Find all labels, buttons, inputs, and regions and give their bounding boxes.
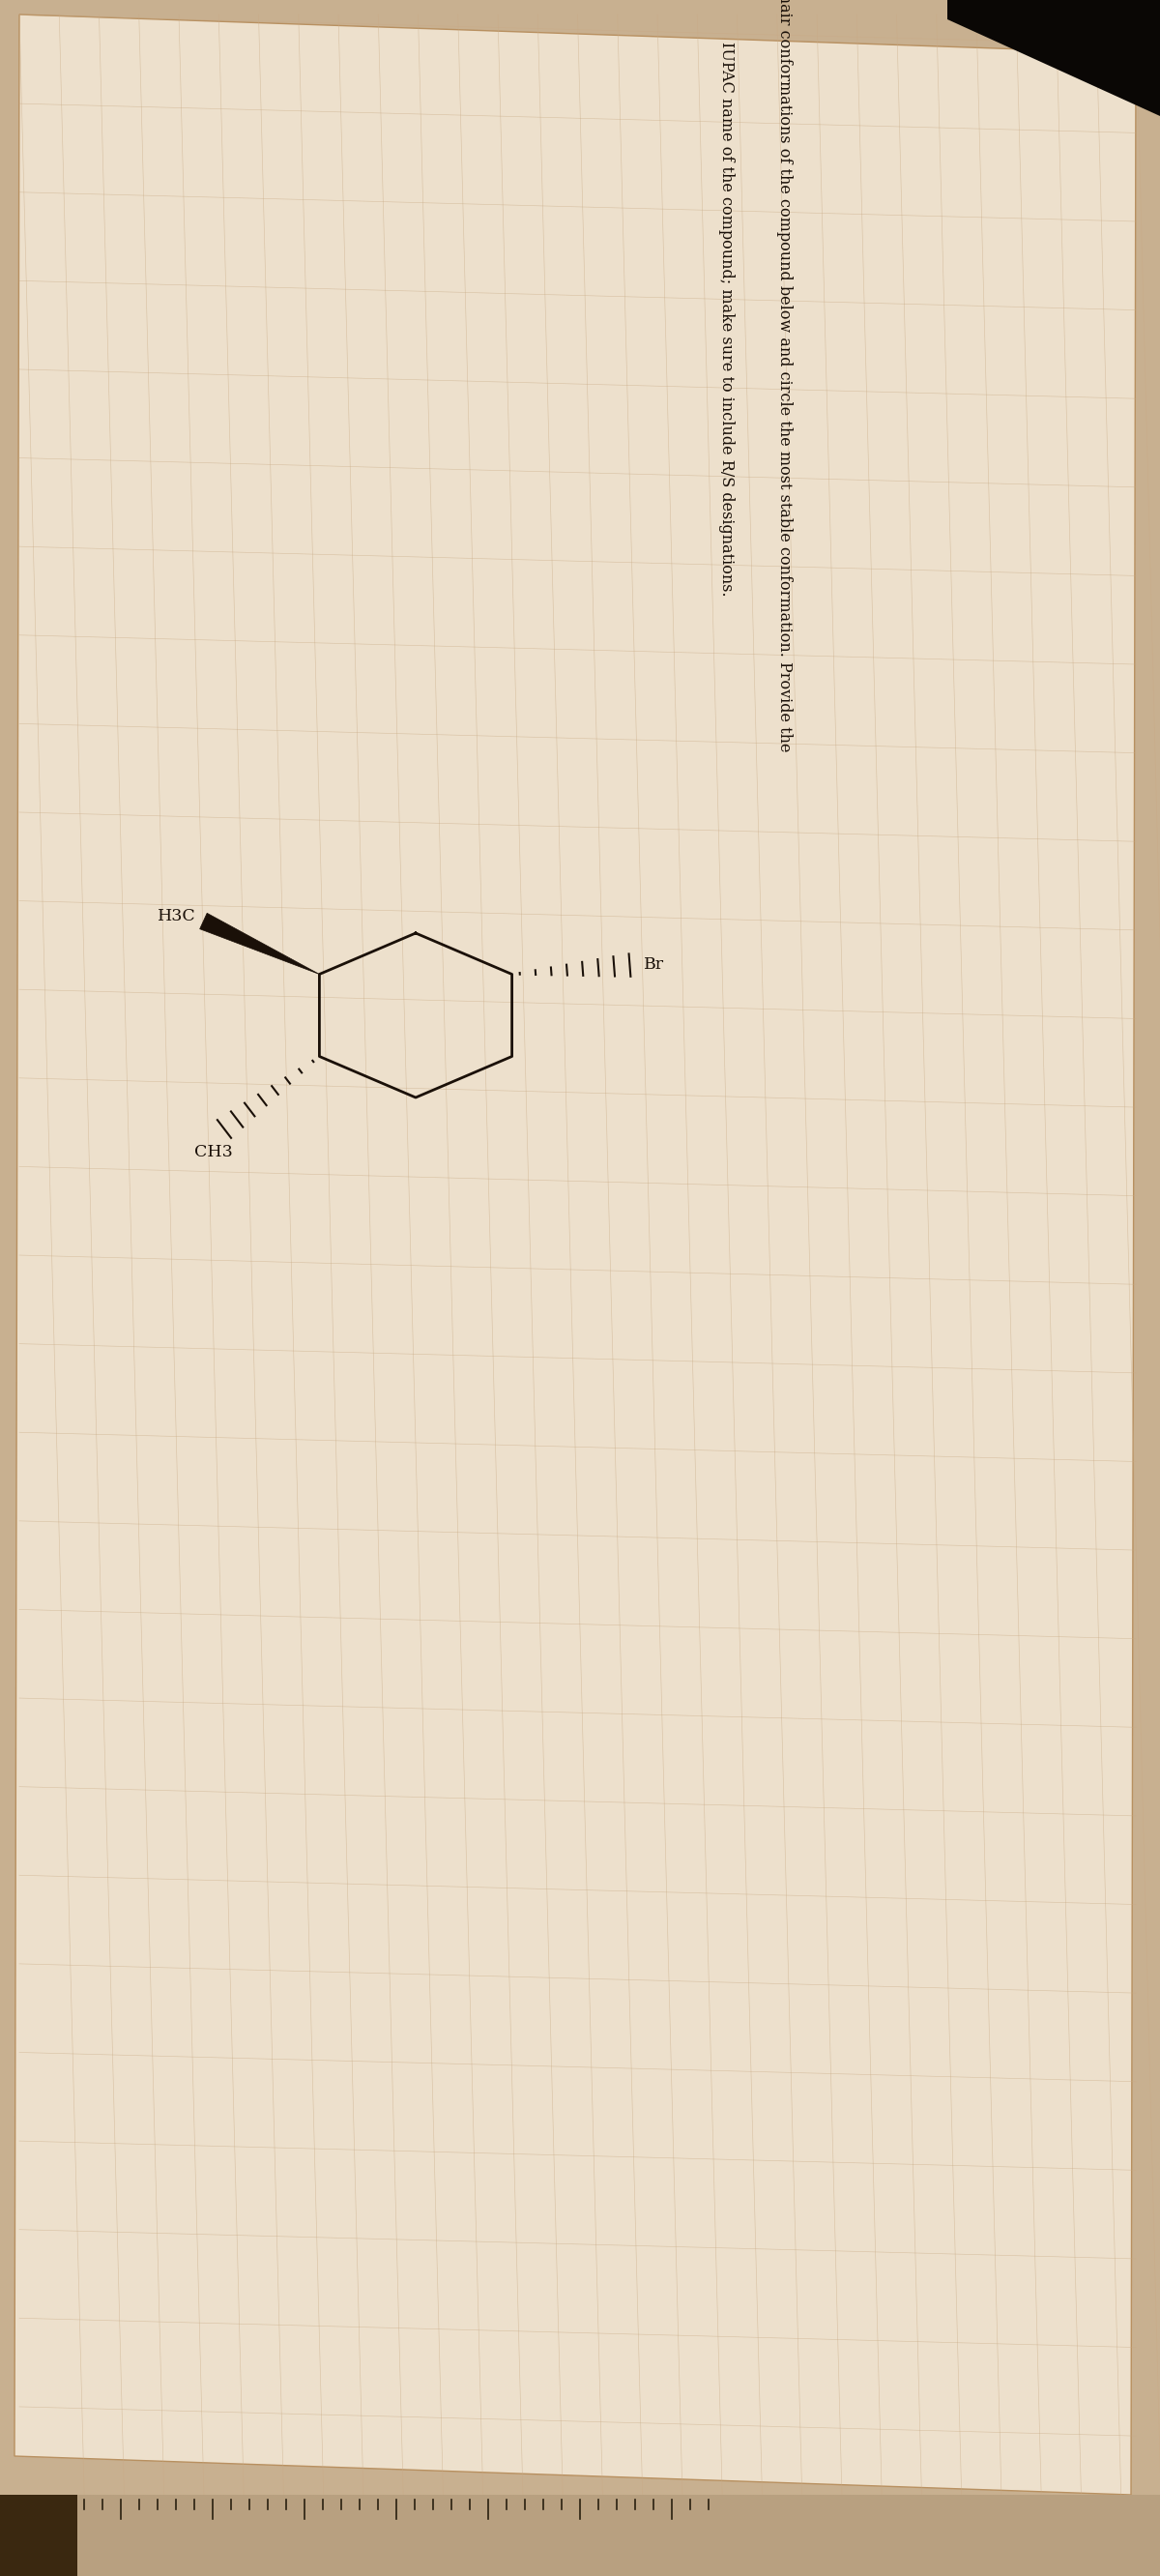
Text: H3C: H3C [158,907,196,925]
Polygon shape [14,15,1136,2494]
Text: 2. Draw the chair conformations of the compound below and circle the most stable: 2. Draw the chair conformations of the c… [776,0,792,752]
Bar [0,2494,78,2576]
Bar [0,2494,1160,2576]
Text: IUPAC name of the compound; make sure to include R/S designations.: IUPAC name of the compound; make sure to… [718,41,734,598]
Polygon shape [200,912,319,974]
Text: CH3: CH3 [194,1144,232,1159]
Text: Br: Br [644,956,664,974]
Polygon shape [948,0,1160,116]
